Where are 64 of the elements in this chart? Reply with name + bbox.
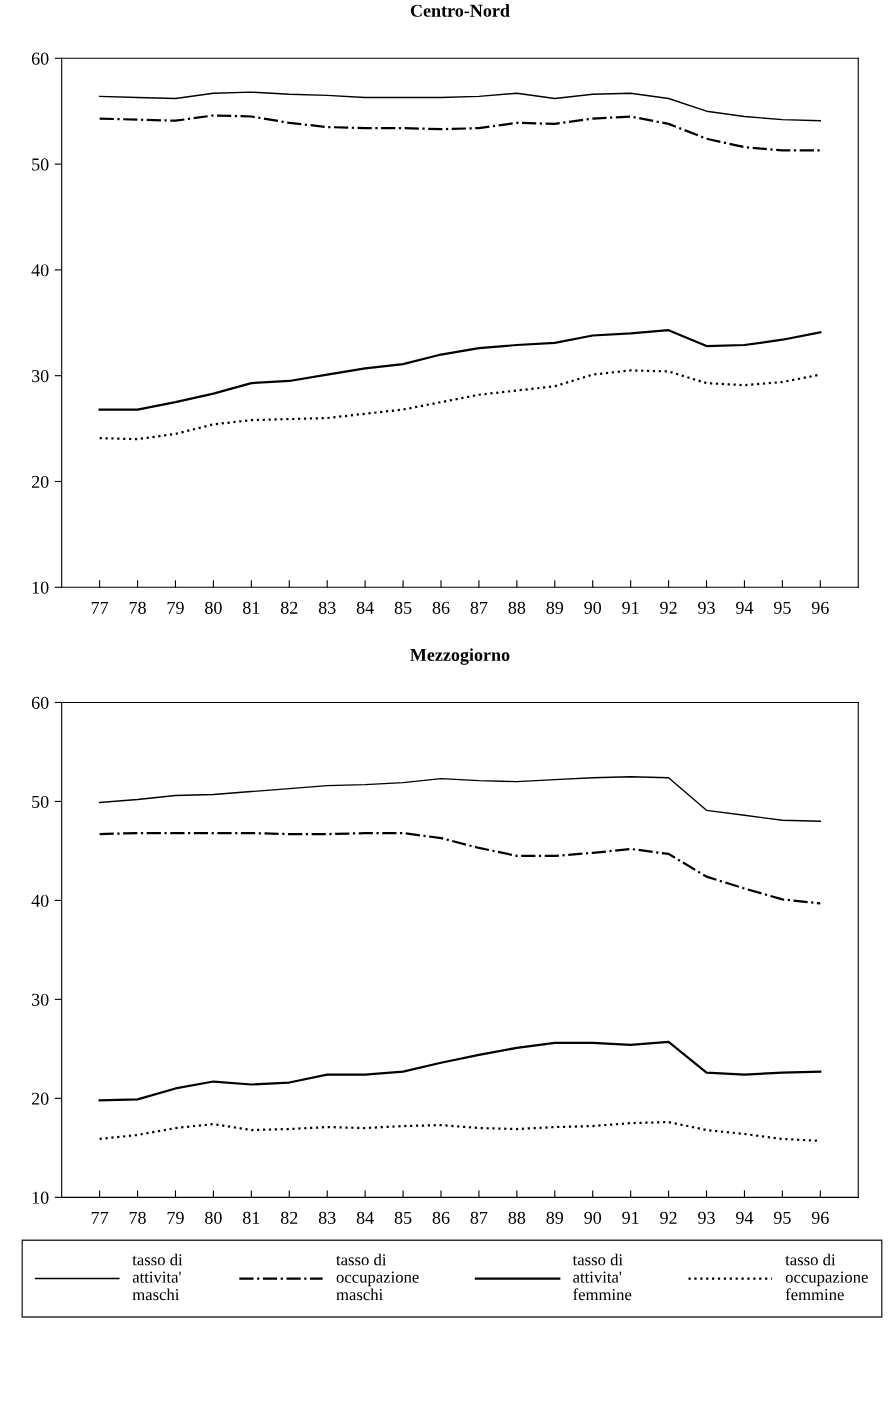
legend-label: tasso di attivita' femmine (572, 1253, 632, 1301)
line-series (98, 776, 822, 822)
x-tick-label: 95 (773, 1211, 791, 1224)
x-tick-label: 89 (546, 1211, 564, 1224)
x-tick-label: 94 (736, 1211, 754, 1224)
y-tick-label: 30 (31, 993, 49, 1006)
y-tick-label: 10 (32, 1191, 49, 1204)
x-tick-label: 79 (167, 601, 184, 614)
x-tick-label: 93 (698, 601, 715, 614)
x-tick-label: 85 (394, 1211, 412, 1224)
line-series (98, 1040, 822, 1102)
legend-label: tasso di occupazione femmine (785, 1253, 868, 1301)
chart-title: Mezzogiorno (410, 648, 510, 665)
y-tick-label: 20 (31, 1092, 49, 1105)
x-tick-label: 91 (622, 601, 639, 614)
y-tick-label: 60 (31, 696, 49, 709)
x-tick-label: 85 (394, 601, 412, 614)
x-tick-label: 86 (432, 1211, 450, 1224)
legend-label: tasso di occupazione maschi (336, 1253, 419, 1301)
x-tick-label: 94 (736, 601, 754, 614)
x-tick-label: 80 (205, 1211, 222, 1224)
x-tick-label: 95 (773, 601, 791, 614)
x-tick-label: 78 (129, 1211, 146, 1224)
x-tick-label: 87 (470, 601, 488, 614)
y-tick-label: 40 (31, 894, 49, 907)
x-tick-label: 91 (622, 1211, 639, 1224)
x-tick-label: 89 (546, 601, 564, 614)
line-series (98, 114, 822, 152)
x-tick-label: 92 (660, 601, 677, 614)
x-tick-label: 96 (811, 601, 829, 614)
y-tick-label: 60 (31, 52, 49, 65)
y-tick-label: 50 (32, 158, 49, 171)
x-tick-label: 83 (318, 601, 336, 614)
x-tick-label: 80 (205, 601, 222, 614)
x-tick-label: 81 (243, 1211, 260, 1224)
x-tick-label: 78 (129, 601, 146, 614)
x-tick-label: 79 (167, 1211, 184, 1224)
line-series (98, 832, 822, 905)
x-tick-label: 87 (470, 1211, 488, 1224)
x-tick-label: 96 (811, 1211, 829, 1224)
line-series (98, 329, 822, 411)
x-tick-label: 83 (318, 1211, 336, 1224)
x-tick-label: 86 (432, 601, 450, 614)
x-tick-label: 82 (280, 601, 298, 614)
x-tick-label: 90 (584, 1211, 602, 1224)
chart-title: Centro-Nord (410, 4, 510, 17)
x-tick-label: 88 (508, 1211, 526, 1224)
x-tick-label: 90 (584, 601, 602, 614)
x-tick-label: 84 (356, 601, 374, 614)
y-tick-label: 10 (32, 581, 49, 594)
x-tick-label: 84 (356, 1211, 374, 1224)
x-tick-label: 81 (243, 601, 260, 614)
x-tick-label: 82 (280, 1211, 298, 1224)
line-series (98, 91, 822, 122)
y-tick-label: 50 (32, 795, 49, 808)
x-tick-label: 93 (698, 1211, 715, 1224)
x-tick-label: 77 (91, 601, 109, 614)
y-tick-label: 30 (31, 369, 49, 383)
legend-label: tasso di attivita' maschi (132, 1253, 183, 1301)
x-tick-label: 92 (660, 1211, 677, 1224)
x-tick-label: 77 (91, 1211, 109, 1224)
y-tick-label: 40 (31, 264, 49, 277)
y-tick-label: 20 (31, 475, 49, 488)
x-tick-label: 88 (508, 601, 526, 614)
